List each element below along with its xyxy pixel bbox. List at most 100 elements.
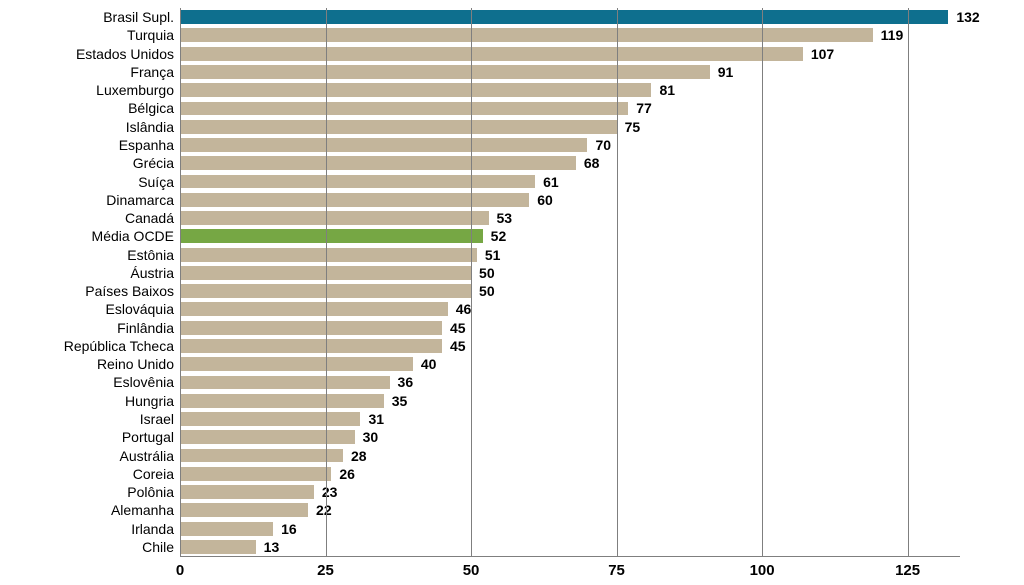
x-tick-label: 125 xyxy=(895,562,920,579)
bar xyxy=(180,302,448,316)
category-label: Eslovênia xyxy=(113,374,174,390)
value-label: 61 xyxy=(543,174,559,190)
bar xyxy=(180,522,273,536)
bar xyxy=(180,412,360,426)
bar xyxy=(180,485,314,499)
value-label: 16 xyxy=(281,521,297,537)
category-label: Canadá xyxy=(125,210,174,226)
value-label: 119 xyxy=(881,27,904,43)
category-label: Estônia xyxy=(127,247,174,263)
value-label: 31 xyxy=(368,411,384,427)
value-label: 50 xyxy=(479,265,495,281)
bar xyxy=(180,540,256,554)
category-label: Eslováquia xyxy=(106,301,175,317)
category-label: Finlândia xyxy=(117,320,174,336)
value-label: 68 xyxy=(584,155,600,171)
bar xyxy=(180,211,489,225)
category-label: Bélgica xyxy=(128,100,174,116)
plot-area: 1321191079181777570686160535251505046454… xyxy=(180,8,960,556)
chart-container: 1321191079181777570686160535251505046454… xyxy=(0,0,1024,585)
value-label: 52 xyxy=(491,228,507,244)
category-label: Brasil Supl. xyxy=(103,9,174,25)
value-label: 81 xyxy=(659,82,675,98)
bar xyxy=(180,467,331,481)
category-label: Espanha xyxy=(119,137,174,153)
bar xyxy=(180,229,483,243)
gridline xyxy=(471,8,472,556)
bar xyxy=(180,339,442,353)
category-label: Grécia xyxy=(133,155,174,171)
x-tick-label: 100 xyxy=(750,562,775,579)
bar xyxy=(180,83,651,97)
bar xyxy=(180,394,384,408)
value-label: 40 xyxy=(421,356,437,372)
value-label: 53 xyxy=(497,210,513,226)
value-label: 30 xyxy=(363,429,379,445)
category-label: Chile xyxy=(142,539,174,555)
category-label: Áustria xyxy=(130,265,174,281)
gridline xyxy=(326,8,327,556)
category-label: Alemanha xyxy=(111,502,174,518)
value-label: 13 xyxy=(264,539,280,555)
value-label: 107 xyxy=(811,46,834,62)
bar xyxy=(180,193,529,207)
category-label: República Tcheca xyxy=(64,338,174,354)
bar xyxy=(180,321,442,335)
category-label: Irlanda xyxy=(131,521,174,537)
category-label: Luxemburgo xyxy=(96,82,174,98)
bar xyxy=(180,156,576,170)
value-label: 28 xyxy=(351,448,367,464)
category-label: Suíça xyxy=(138,174,174,190)
x-tick-label: 0 xyxy=(176,562,184,579)
y-axis-line xyxy=(180,8,181,556)
bar xyxy=(180,430,355,444)
bar xyxy=(180,65,710,79)
category-label: Turquia xyxy=(127,27,174,43)
value-label: 35 xyxy=(392,393,408,409)
bar xyxy=(180,120,617,134)
x-axis-line xyxy=(180,556,960,557)
category-label: Dinamarca xyxy=(106,192,174,208)
gridline xyxy=(908,8,909,556)
category-label: Islândia xyxy=(126,119,174,135)
category-label: Hungria xyxy=(125,393,174,409)
bar xyxy=(180,449,343,463)
y-axis-labels: Brasil Supl. Turquia Estados Unidos França L… xyxy=(0,8,174,556)
value-label: 132 xyxy=(956,9,979,25)
bar xyxy=(180,357,413,371)
value-label: 22 xyxy=(316,502,332,518)
category-label: Países Baixos xyxy=(85,283,174,299)
bar xyxy=(180,10,948,24)
value-label: 26 xyxy=(339,466,355,482)
value-label: 51 xyxy=(485,247,501,263)
category-label: França xyxy=(130,64,174,80)
bar xyxy=(180,102,628,116)
x-tick-label: 75 xyxy=(608,562,625,579)
category-label: Polônia xyxy=(127,484,174,500)
category-label: Coreia xyxy=(133,466,174,482)
category-label: Reino Unido xyxy=(97,356,174,372)
bar xyxy=(180,47,803,61)
bar xyxy=(180,28,873,42)
x-tick-label: 25 xyxy=(317,562,334,579)
gridline xyxy=(762,8,763,556)
value-label: 91 xyxy=(718,64,734,80)
category-label: Israel xyxy=(140,411,174,427)
category-label: Portugal xyxy=(122,429,174,445)
value-label: 45 xyxy=(450,320,466,336)
gridline xyxy=(617,8,618,556)
value-label: 70 xyxy=(595,137,611,153)
bar xyxy=(180,175,535,189)
bar xyxy=(180,138,587,152)
category-label: Média OCDE xyxy=(92,228,174,244)
value-label: 46 xyxy=(456,301,472,317)
value-label: 36 xyxy=(398,374,414,390)
bar xyxy=(180,248,477,262)
value-label: 23 xyxy=(322,484,338,500)
bar xyxy=(180,376,390,390)
bars-layer: 1321191079181777570686160535251505046454… xyxy=(180,8,960,556)
bar xyxy=(180,503,308,517)
category-label: Estados Unidos xyxy=(76,46,174,62)
category-label: Austrália xyxy=(120,448,174,464)
x-tick-label: 50 xyxy=(463,562,480,579)
